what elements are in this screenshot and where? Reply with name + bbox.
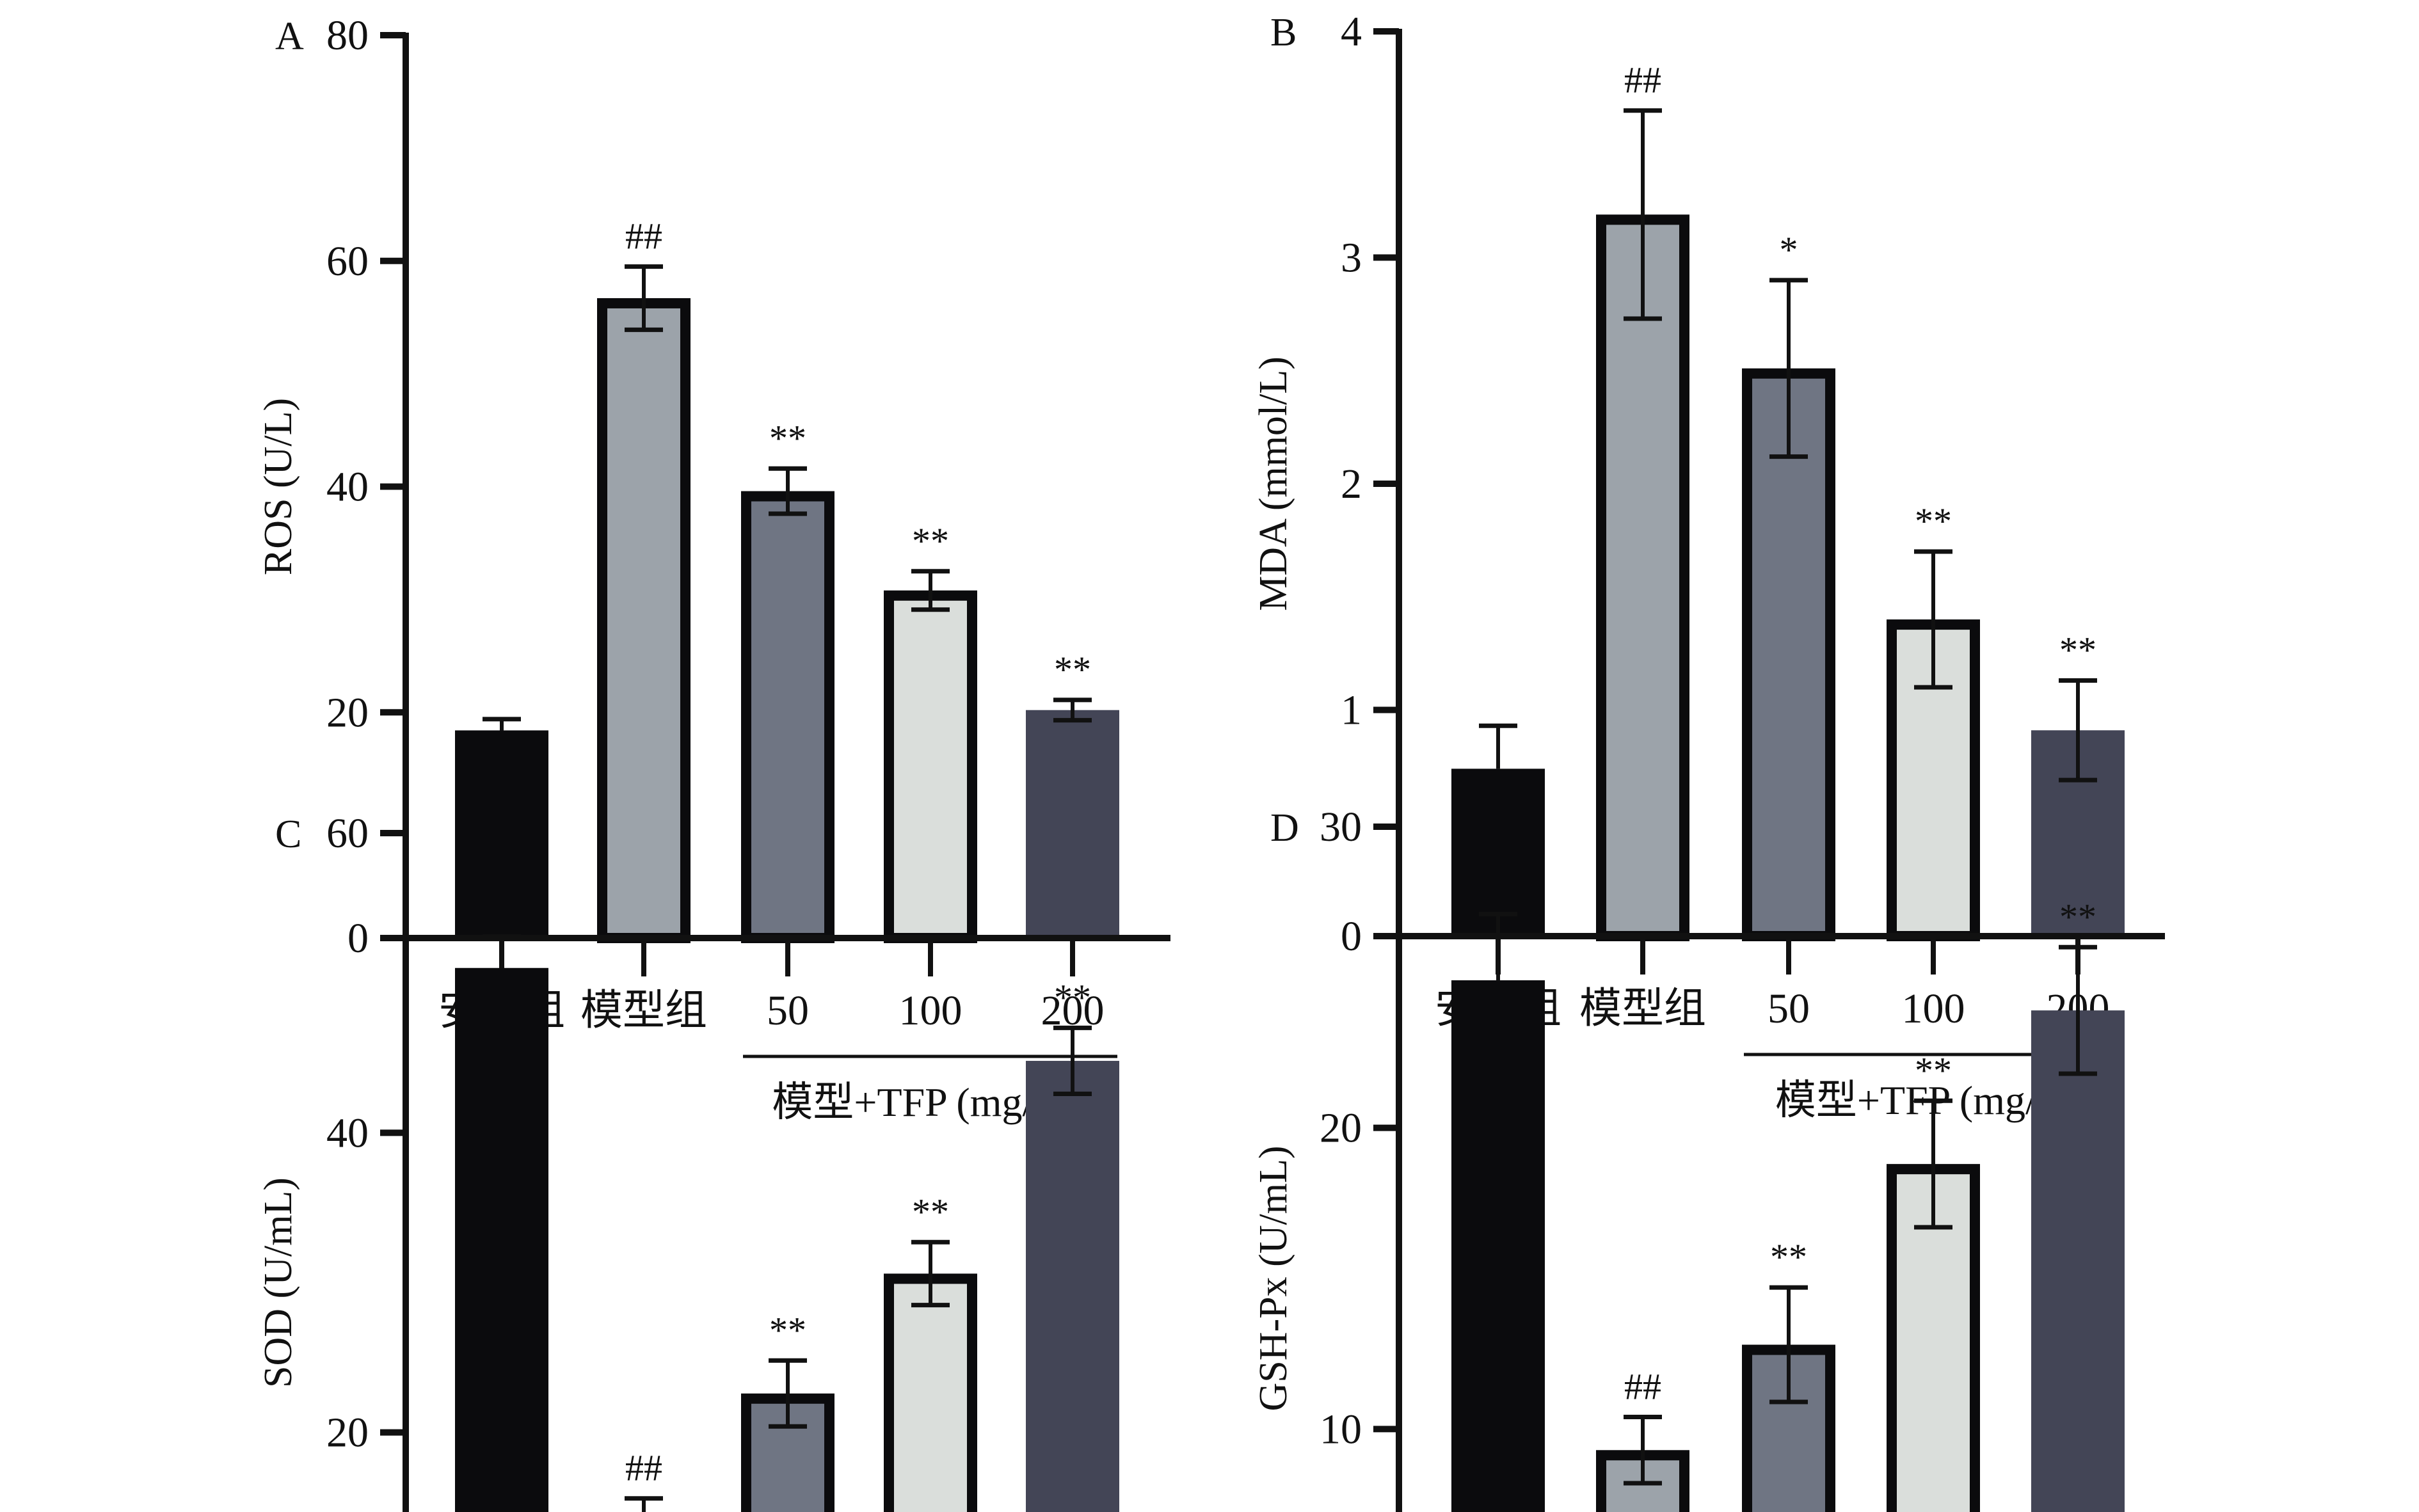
y-tick-label: 40 — [326, 1110, 369, 1156]
panel-letter: C — [275, 813, 301, 856]
significance-label: ** — [1915, 500, 1952, 542]
bar — [455, 967, 548, 1512]
y-tick-label: 0 — [347, 915, 369, 962]
significance-label: ** — [1915, 1049, 1952, 1091]
y-tick-label: 40 — [326, 464, 369, 511]
y-tick-label: 20 — [1320, 1105, 1362, 1152]
x-tick-label: 模型组 — [580, 987, 707, 1034]
bar-group — [1451, 911, 1545, 1512]
y-axis-label: ROS (U/L) — [257, 398, 300, 575]
y-tick-label: 10 — [1320, 1406, 1362, 1452]
bar — [597, 298, 691, 943]
y-tick-label: 30 — [1320, 804, 1362, 850]
significance-label: ** — [1770, 1236, 1807, 1278]
bar — [1026, 1060, 1119, 1512]
x-tick-label: 100 — [1902, 985, 1965, 1032]
bar-group: ## — [1596, 60, 1689, 942]
significance-label: ## — [1624, 60, 1661, 101]
significance-label: ## — [1624, 1366, 1661, 1408]
panel-letter: B — [1270, 11, 1297, 54]
x-tick-label: 100 — [899, 987, 962, 1034]
bar-group — [455, 717, 548, 938]
bar-group: ** — [1887, 1049, 1980, 1512]
significance-label: ## — [625, 1447, 662, 1489]
bar-group: ** — [2031, 630, 2125, 936]
y-tick-label: 20 — [326, 689, 369, 736]
bar — [1596, 214, 1689, 942]
significance-label: * — [1780, 229, 1798, 271]
bar — [884, 1273, 977, 1512]
significance-label: ** — [912, 1191, 949, 1232]
y-tick-label: 1 — [1341, 687, 1362, 734]
panel-c-sod-chart: 安静组##模型组**50**100**2000204060CSOD (U/mL)… — [257, 810, 1119, 1512]
y-tick-label: 0 — [1341, 913, 1362, 960]
bar — [455, 730, 548, 938]
bar-group: ** — [1026, 976, 1119, 1512]
y-tick-label: 80 — [326, 12, 369, 59]
y-tick-label: 4 — [1341, 8, 1362, 55]
y-tick-label: 60 — [326, 810, 369, 857]
bar-group: ** — [741, 1309, 834, 1512]
bar — [741, 491, 834, 943]
bar — [1451, 768, 1545, 936]
significance-label: ** — [1054, 649, 1091, 690]
bar — [1451, 980, 1545, 1512]
bar-group — [455, 934, 548, 1512]
panel-d-gshpx-chart: 安静组##模型组**50**100**2000102030DGSH-Px (U/… — [1252, 804, 2125, 1512]
y-tick-label: 2 — [1341, 461, 1362, 507]
bar — [2031, 1010, 2125, 1512]
bar — [884, 590, 977, 943]
y-axis-label: GSH-Px (U/mL) — [1252, 1145, 1295, 1411]
significance-label: ** — [912, 520, 949, 562]
bar-group: ** — [2031, 896, 2125, 1512]
bar-group: * — [1742, 229, 1835, 941]
significance-label: ** — [2059, 896, 2096, 937]
significance-label: ** — [1054, 976, 1091, 1018]
x-tick-label: 50 — [1768, 985, 1810, 1032]
panel-letter: D — [1270, 806, 1299, 850]
bar-group: ## — [625, 1447, 663, 1512]
x-tick-label: 模型组 — [1579, 985, 1706, 1032]
y-tick-label: 60 — [326, 238, 369, 285]
y-axis-label: SOD (U/mL) — [257, 1177, 300, 1388]
bar — [1742, 368, 1835, 941]
bar-group: ** — [1026, 649, 1119, 938]
x-tick-label: 50 — [767, 987, 809, 1034]
panel-letter: A — [275, 15, 304, 58]
y-tick-label: 20 — [326, 1410, 369, 1456]
bar-group: ## — [1596, 1366, 1689, 1512]
y-tick-label: 3 — [1341, 235, 1362, 282]
significance-label: ** — [769, 1309, 806, 1351]
bar — [1026, 710, 1119, 938]
bar-group: ## — [597, 216, 691, 943]
significance-label: ## — [625, 216, 662, 257]
bar-group: ** — [884, 1191, 977, 1512]
bar-group: ** — [741, 417, 834, 943]
bar-group: ** — [884, 520, 977, 943]
bar-group: ** — [1887, 500, 1980, 941]
bar-group: ** — [1742, 1236, 1835, 1512]
significance-label: ** — [769, 417, 806, 459]
y-axis-label: MDA (mmol/L) — [1252, 356, 1295, 611]
significance-label: ** — [2059, 630, 2096, 671]
bar-group — [1451, 723, 1545, 936]
